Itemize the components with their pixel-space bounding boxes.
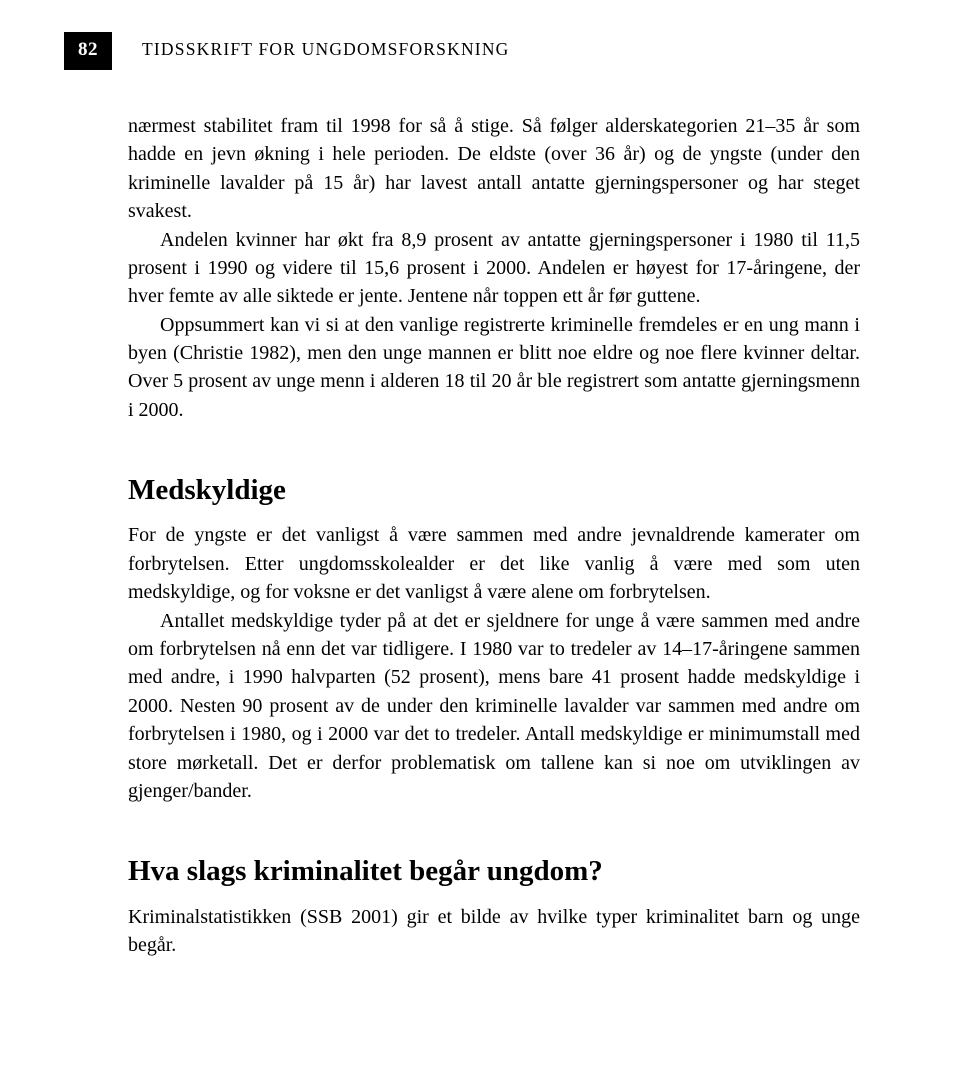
page-number: 82 [64, 32, 112, 70]
section2-paragraph-1: Kriminalstatistikken (SSB 2001) gir et b… [128, 903, 860, 960]
body-paragraph-3: Oppsummert kan vi si at den vanlige regi… [128, 311, 860, 425]
section1-paragraph-2: Antallet medskyldige tyder på at det er … [128, 607, 860, 806]
section1-paragraph-1: For de yngste er det vanligst å være sam… [128, 521, 860, 606]
section-heading-kriminalitet: Hva slags kriminalitet begår ungdom? [128, 851, 860, 892]
journal-title: TIDSSKRIFT FOR UNGDOMSFORSKNING [142, 37, 510, 62]
page-header: 82 TIDSSKRIFT FOR UNGDOMSFORSKNING [128, 32, 860, 70]
body-paragraph-1: nærmest stabilitet fram til 1998 for så … [128, 112, 860, 226]
section-heading-medskyldige: Medskyldige [128, 470, 860, 511]
body-paragraph-2: Andelen kvinner har økt fra 8,9 prosent … [128, 226, 860, 311]
